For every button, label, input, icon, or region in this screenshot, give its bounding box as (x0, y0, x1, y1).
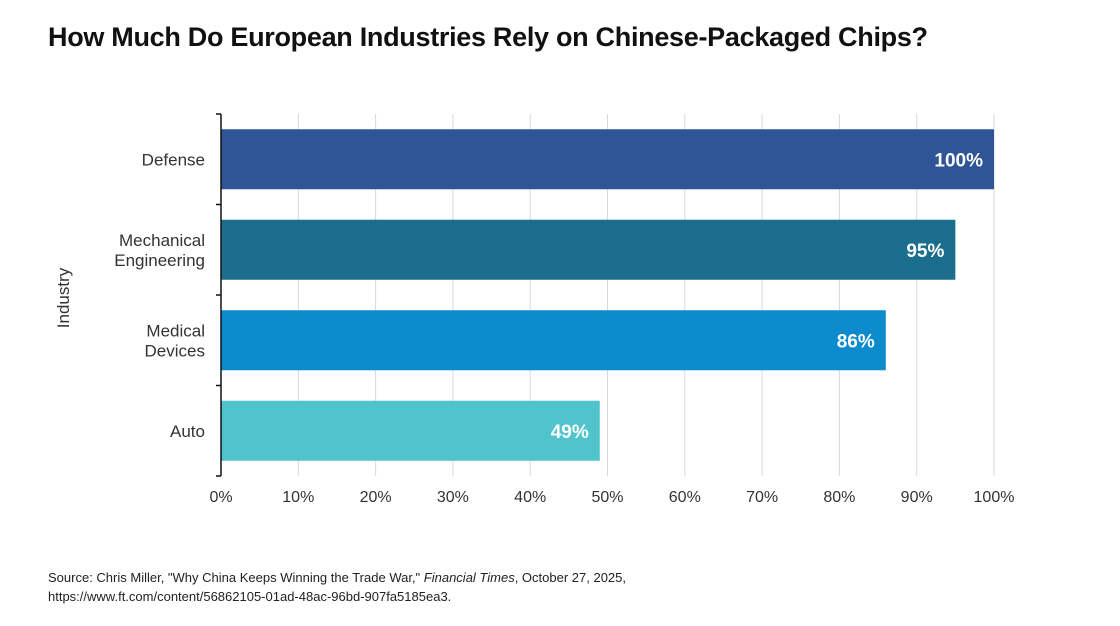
x-tick-label: 80% (823, 489, 855, 506)
bar (221, 310, 886, 371)
source-date: , October 27, 2025, (514, 570, 626, 585)
x-tick-label: 20% (360, 489, 392, 506)
x-tick-label: 30% (437, 489, 469, 506)
x-tick-label: 100% (974, 489, 1015, 506)
x-tick-label: 60% (669, 489, 701, 506)
bar (221, 219, 956, 280)
bar (221, 400, 600, 461)
x-tick-label: 10% (282, 489, 314, 506)
category-label-line: Mechanical (119, 231, 205, 250)
data-label: 100% (934, 150, 983, 171)
bar (221, 129, 994, 190)
x-tick-label: 40% (514, 489, 546, 506)
source-prefix: Source: Chris Miller, "Why China Keeps W… (48, 570, 424, 585)
bars (221, 129, 994, 461)
x-tick-label: 50% (591, 489, 623, 506)
chart-title: How Much Do European Industries Rely on … (48, 22, 928, 52)
x-tick-label: 0% (209, 489, 232, 506)
source-note: Source: Chris Miller, "Why China Keeps W… (48, 568, 626, 606)
category-labels: Defense Mechanical Engineering Medical Devic… (114, 150, 205, 441)
category-label: Auto (170, 422, 205, 441)
source-url: https://www.ft.com/content/56862105-01ad… (48, 589, 452, 604)
category-label-line: Engineering (114, 251, 205, 270)
x-tick-label: 90% (901, 489, 933, 506)
x-tick-label: 70% (746, 489, 778, 506)
data-label: 86% (837, 331, 875, 352)
category-label: Mechanical Engineering (114, 231, 205, 270)
category-label-line: Medical (146, 321, 205, 340)
category-label-line: Defense (142, 150, 205, 169)
category-label: Medical Devices (145, 321, 205, 360)
category-label: Defense (142, 150, 205, 169)
data-labels: 100% 95% 86% 49% (551, 150, 983, 443)
category-label-line: Auto (170, 422, 205, 441)
y-axis (216, 113, 222, 477)
x-tick-labels: 0% 10% 20% 30% 40% 50% 60% 70% 80% 90% 100% (209, 489, 1014, 506)
data-label: 49% (551, 422, 589, 443)
y-axis-label: Industry (54, 267, 73, 328)
category-label-line: Devices (145, 341, 205, 360)
data-label: 95% (906, 241, 944, 262)
source-publication: Financial Times (423, 570, 515, 585)
